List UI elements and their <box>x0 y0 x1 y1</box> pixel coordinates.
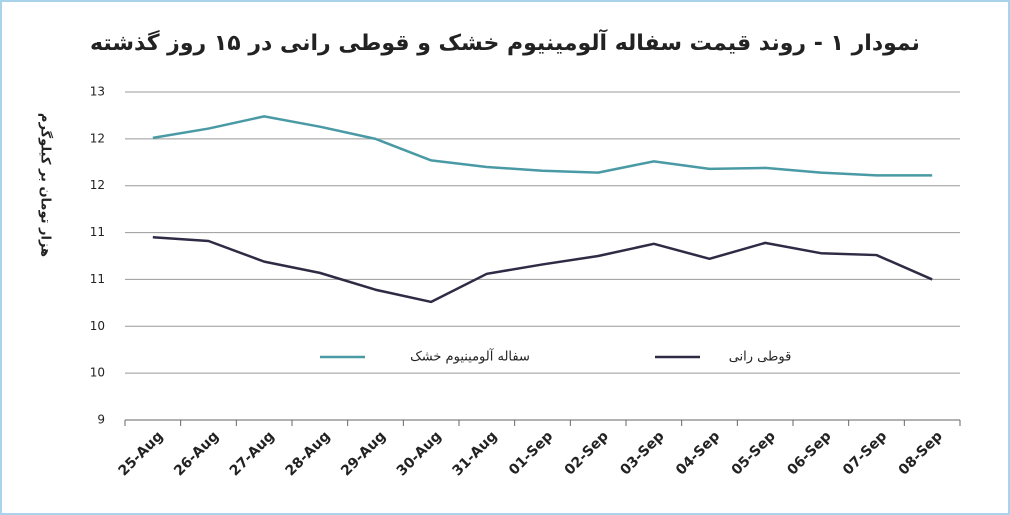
series-line <box>152 115 933 177</box>
y-tick-label: 12 <box>90 131 105 145</box>
legend-label: قوطی رانی <box>729 350 792 365</box>
y-tick-label: 10 <box>90 366 105 380</box>
y-tick-label: 10 <box>90 319 105 333</box>
legend-label: سفاله آلومینیوم خشک <box>410 348 530 365</box>
y-tick-label: 13 <box>90 85 105 99</box>
y-tick-label: 12 <box>90 178 105 192</box>
series-line <box>152 236 933 304</box>
y-tick-label: 11 <box>90 272 105 286</box>
chart-title: نمودار ۱ - روند قیمت سفاله آلومینیوم خشک… <box>90 28 920 56</box>
y-tick-label: 11 <box>90 225 105 239</box>
y-axis-label: هزار تومان بر کیلوگرم <box>38 113 54 257</box>
y-tick-label: 9 <box>97 413 105 427</box>
